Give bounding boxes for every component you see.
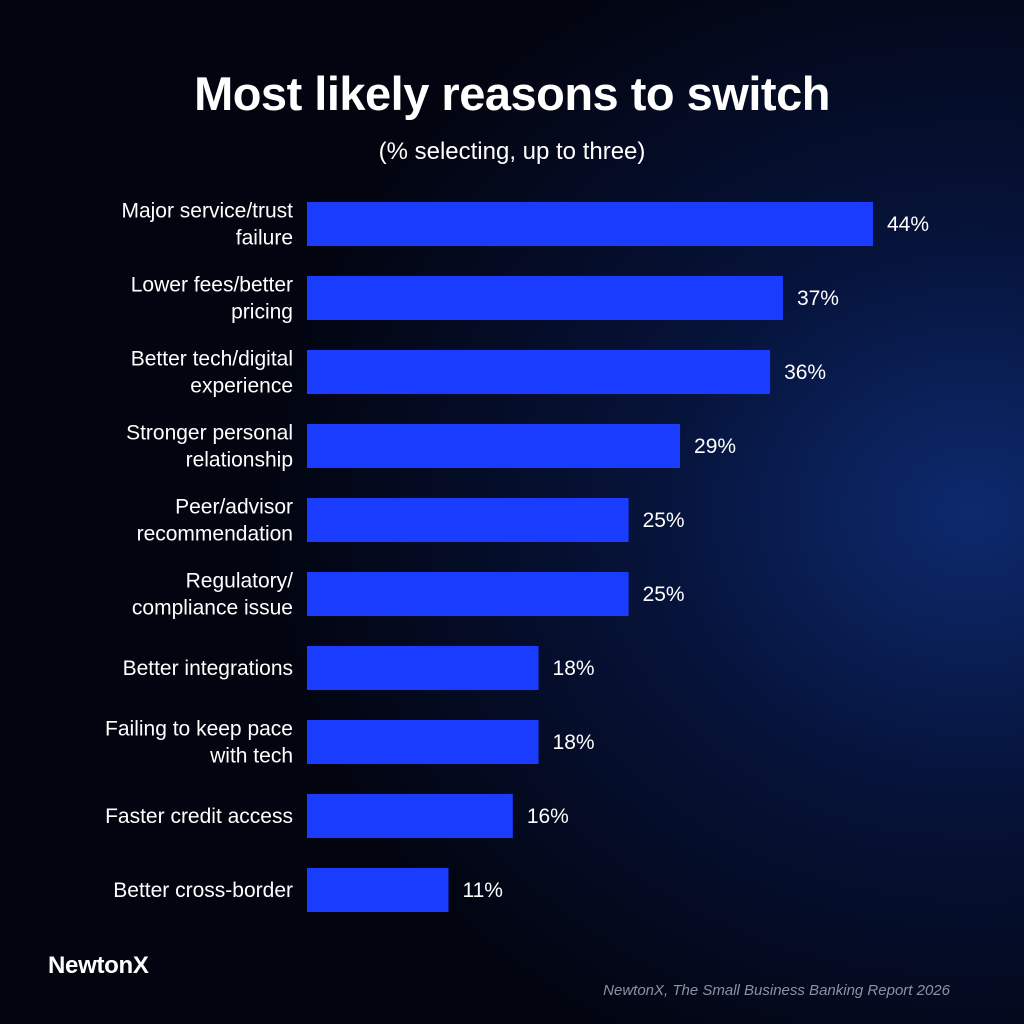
bar-1 <box>307 276 783 320</box>
category-label-0-1: failure <box>236 227 293 250</box>
bar-2 <box>307 350 771 394</box>
chart-title: Most likely reasons to switch <box>194 67 830 120</box>
category-label-7-1: with tech <box>209 745 293 768</box>
category-label-4-0: Peer/advisor <box>175 496 293 519</box>
value-label-1: 37% <box>797 287 839 310</box>
category-label-3-1: relationship <box>186 449 293 472</box>
category-label-2-1: experience <box>190 375 293 398</box>
category-label-2-0: Better tech/digital <box>131 348 293 371</box>
bar-3 <box>307 424 681 468</box>
category-label-1-1: pricing <box>231 301 293 324</box>
category-label-8-0: Faster credit access <box>105 805 293 828</box>
value-label-2: 36% <box>784 361 826 384</box>
value-label-4: 25% <box>643 509 685 532</box>
newtonx-logo: NewtonX <box>48 952 149 979</box>
category-label-9-0: Better cross-border <box>113 879 293 902</box>
category-label-6-0: Better integrations <box>123 657 293 680</box>
bar-0 <box>307 202 873 246</box>
bar-7 <box>307 720 539 764</box>
category-label-4-1: recommendation <box>137 523 293 546</box>
source-note: NewtonX, The Small Business Banking Repo… <box>603 982 950 999</box>
category-label-5-0: Regulatory/ <box>186 570 294 593</box>
category-label-7-0: Failing to keep pace <box>105 718 293 741</box>
value-label-5: 25% <box>643 583 685 606</box>
value-label-6: 18% <box>553 657 595 680</box>
bar-9 <box>307 868 449 912</box>
category-label-1-0: Lower fees/better <box>131 274 293 297</box>
value-label-7: 18% <box>553 731 595 754</box>
value-label-3: 29% <box>694 435 736 458</box>
value-label-9: 11% <box>463 879 503 902</box>
bar-5 <box>307 572 629 616</box>
category-label-3-0: Stronger personal <box>126 422 293 445</box>
chart-subtitle: (% selecting, up to three) <box>378 138 646 165</box>
category-label-0-0: Major service/trust <box>121 200 293 223</box>
category-label-5-1: compliance issue <box>132 597 293 620</box>
bar-6 <box>307 646 539 690</box>
bar-8 <box>307 794 513 838</box>
value-label-8: 16% <box>527 805 569 828</box>
bar-4 <box>307 498 629 542</box>
value-label-0: 44% <box>887 213 929 236</box>
